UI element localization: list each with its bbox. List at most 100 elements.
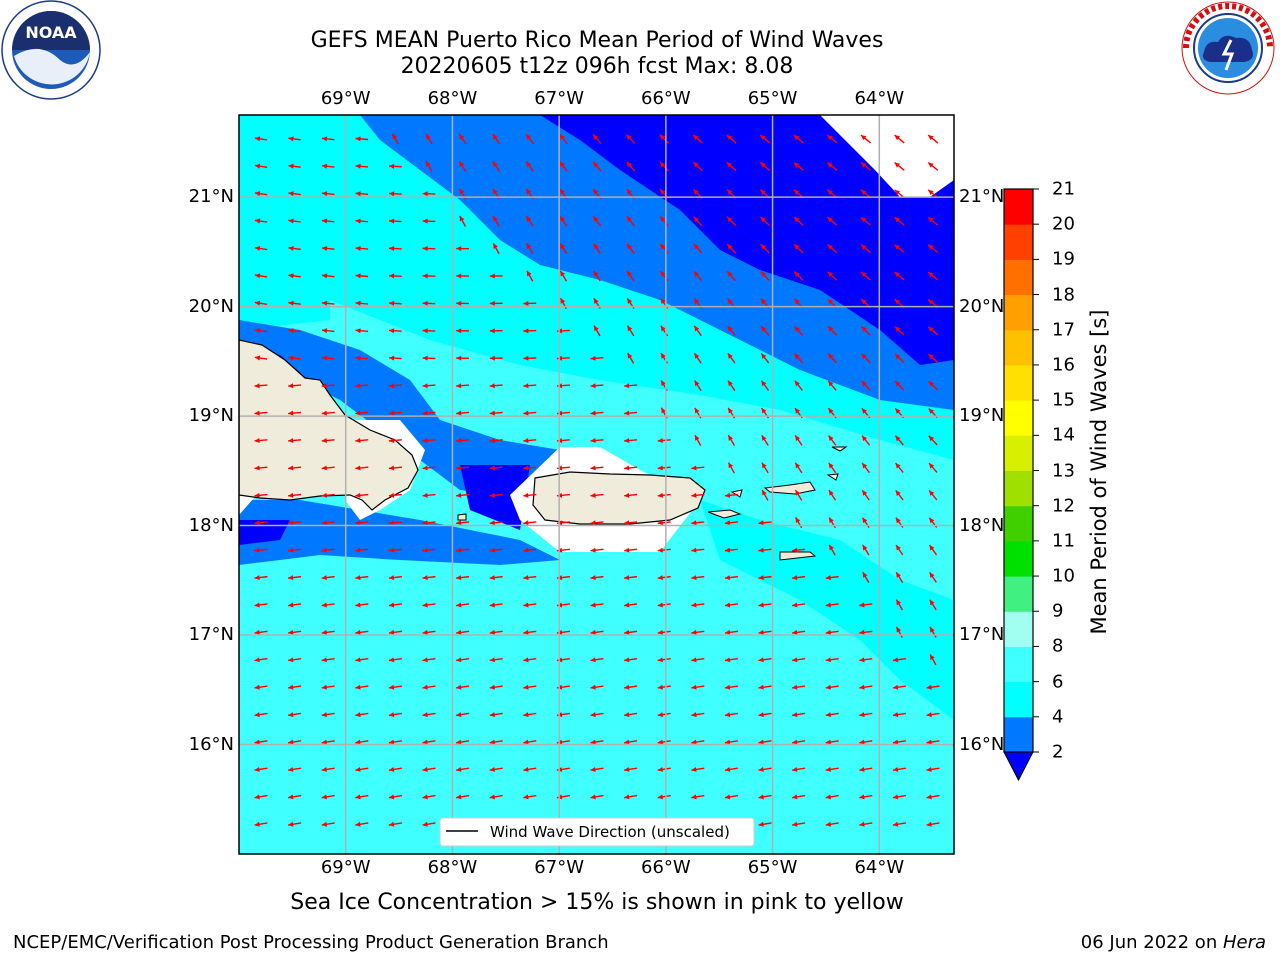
- chart-title: GEFS MEAN Puerto Rico Mean Period of Win…: [310, 28, 884, 53]
- wave-arrow: [590, 684, 604, 690]
- wave-arrow: [321, 465, 335, 471]
- wave-arrow: [793, 243, 804, 254]
- wave-arrow: [759, 134, 771, 144]
- wave-arrow: [590, 766, 604, 772]
- wave-arrow: [254, 438, 268, 444]
- wave-arrow: [388, 657, 402, 663]
- wave-arrow: [825, 575, 839, 581]
- wave-arrow: [321, 191, 335, 197]
- wave-arrow: [321, 794, 335, 800]
- wave-arrow: [422, 794, 436, 800]
- colorbar-tick-label: 11: [1052, 530, 1075, 552]
- wave-arrow: [489, 300, 503, 306]
- wave-arrow: [692, 161, 703, 172]
- wave-arrow: [724, 712, 739, 718]
- wave-arrow: [355, 465, 369, 471]
- wave-arrow: [489, 766, 503, 772]
- wave-arrow: [895, 489, 904, 501]
- wave-arrow: [657, 520, 671, 526]
- wave-arrow: [422, 575, 436, 581]
- wave-arrow: [254, 629, 268, 635]
- wave-arrow: [254, 492, 268, 498]
- wave-arrow: [389, 218, 402, 224]
- wave-arrow: [792, 547, 806, 553]
- colorbar-tick-label: 16: [1052, 354, 1075, 376]
- wave-arrow: [422, 739, 436, 745]
- wave-arrow: [355, 575, 369, 581]
- wave-arrow: [624, 602, 638, 608]
- wave-arrow: [657, 629, 671, 635]
- wave-arrow: [727, 325, 736, 337]
- wave-arrow: [254, 383, 268, 389]
- colorbar-segment: [1004, 611, 1033, 647]
- wave-arrow: [489, 602, 503, 608]
- wave-arrow: [724, 547, 738, 553]
- wave-arrow: [862, 571, 870, 583]
- wave-arrow: [254, 355, 268, 361]
- wave-arrow: [791, 794, 806, 800]
- lon-label-bottom: 68°W: [427, 857, 478, 878]
- wave-arrow: [389, 191, 402, 197]
- wave-arrow: [590, 739, 604, 745]
- wave-arrow: [456, 355, 469, 361]
- land-puerto-rico: [532, 471, 706, 525]
- wave-arrow: [895, 462, 904, 473]
- wave-arrow: [726, 270, 736, 282]
- wave-arrow: [929, 599, 937, 611]
- wave-arrow: [791, 712, 806, 718]
- lat-label-right: 17°N: [959, 624, 1005, 646]
- wave-arrow: [389, 163, 402, 169]
- wave-arrow: [657, 438, 671, 444]
- wave-arrow: [826, 134, 838, 144]
- wave-arrow: [389, 246, 402, 252]
- wave-arrow: [860, 134, 872, 144]
- wave-arrow: [659, 161, 669, 172]
- wave-arrow: [523, 410, 537, 416]
- wave-arrow: [355, 300, 369, 306]
- wave-arrow: [626, 161, 636, 172]
- colorbar-segment: [1004, 189, 1033, 225]
- wave-arrow: [422, 383, 436, 389]
- wave-arrow: [928, 435, 938, 446]
- wave-arrow: [526, 243, 534, 255]
- wave-arrow: [489, 410, 503, 416]
- footer-branch: NCEP/EMC/Verification Post Processing Pr…: [13, 932, 609, 953]
- wave-arrow: [288, 245, 301, 251]
- wave-arrow: [724, 684, 738, 690]
- wave-arrow: [523, 794, 537, 800]
- wave-arrow: [321, 492, 335, 498]
- wave-arrow: [489, 438, 503, 444]
- wave-arrow: [254, 218, 268, 224]
- wave-arrow: [254, 657, 268, 663]
- wave-arrow: [861, 380, 871, 391]
- wave-arrow: [624, 520, 638, 526]
- colorbar-tick-label: 2: [1052, 741, 1064, 763]
- wave-arrow: [422, 821, 436, 827]
- wave-arrow: [860, 271, 871, 281]
- wave-arrow: [288, 602, 302, 608]
- colorbar: [1003, 188, 1039, 782]
- wave-arrow: [929, 654, 937, 666]
- wave-arrow: [288, 520, 302, 526]
- wave-arrow: [559, 161, 568, 172]
- wave-arrow: [727, 434, 736, 446]
- wave-arrow: [726, 134, 737, 144]
- wave-arrow: [425, 133, 433, 145]
- wave-arrow: [489, 492, 503, 498]
- wave-arrow: [859, 629, 873, 635]
- wave-arrow: [794, 462, 803, 474]
- wave-arrow: [287, 739, 302, 745]
- colorbar-segment: [1004, 329, 1033, 366]
- wave-arrow: [455, 794, 470, 800]
- wave-arrow: [624, 657, 638, 663]
- wave-arrow: [590, 547, 604, 553]
- colorbar-tick-label: 19: [1052, 248, 1075, 270]
- wave-arrow: [691, 766, 705, 772]
- wave-arrow: [288, 629, 302, 635]
- wave-arrow: [590, 465, 604, 471]
- wave-arrow: [523, 575, 537, 581]
- map-field: [239, 115, 954, 854]
- wave-arrow: [456, 575, 470, 581]
- wave-arrow: [758, 629, 772, 635]
- wave-arrow: [592, 243, 602, 254]
